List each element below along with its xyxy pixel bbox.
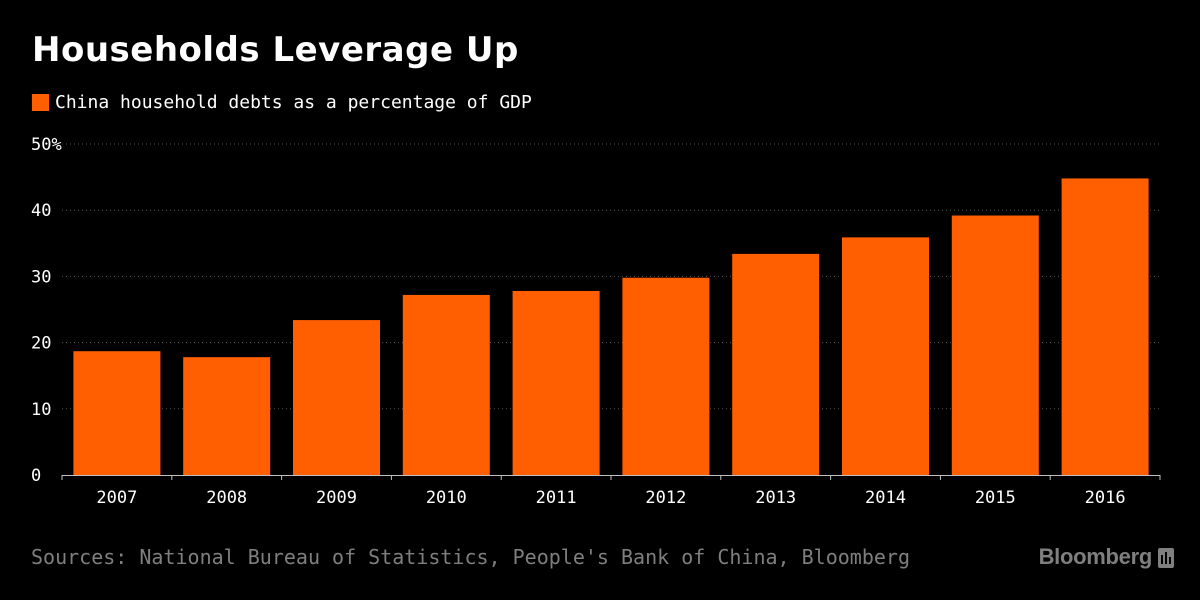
legend-label: China household debts as a percentage of…: [55, 92, 532, 113]
y-tick-label: 50%: [31, 135, 62, 155]
bar: [951, 215, 1039, 475]
x-tick-label: 2008: [206, 488, 247, 508]
x-tick-label: 2007: [96, 488, 137, 508]
y-tick-label: 20: [31, 334, 51, 354]
x-tick-label: 2010: [426, 488, 467, 508]
legend-swatch: [32, 94, 49, 111]
y-tick-label: 0: [31, 466, 41, 486]
source-note: Sources: National Bureau of Statistics, …: [31, 545, 910, 569]
bar: [512, 290, 600, 475]
x-tick-label: 2011: [536, 488, 577, 508]
brand-name: Bloomberg: [1038, 544, 1153, 569]
bloomberg-chart-icon: [1158, 548, 1174, 568]
y-tick-label: 40: [31, 201, 51, 221]
x-tick-label: 2012: [645, 488, 686, 508]
x-tick-label: 2009: [316, 488, 357, 508]
x-tick-label: 2015: [975, 488, 1016, 508]
bar: [402, 294, 490, 475]
x-tick-label: 2014: [865, 488, 906, 508]
bar: [842, 237, 929, 475]
bar: [293, 320, 380, 475]
y-tick-label: 30: [31, 267, 51, 287]
bar: [73, 351, 161, 475]
y-tick-label: 10: [31, 400, 51, 420]
chart-title: Households Leverage Up: [32, 30, 519, 70]
legend: China household debts as a percentage of…: [32, 92, 532, 113]
bar: [622, 277, 710, 475]
x-tick-label: 2016: [1085, 488, 1126, 508]
bar: [183, 357, 271, 475]
bar: [1061, 178, 1149, 475]
x-tick-label: 2013: [755, 488, 796, 508]
bar: [732, 253, 820, 475]
bloomberg-logo: Bloomberg: [1039, 544, 1174, 570]
